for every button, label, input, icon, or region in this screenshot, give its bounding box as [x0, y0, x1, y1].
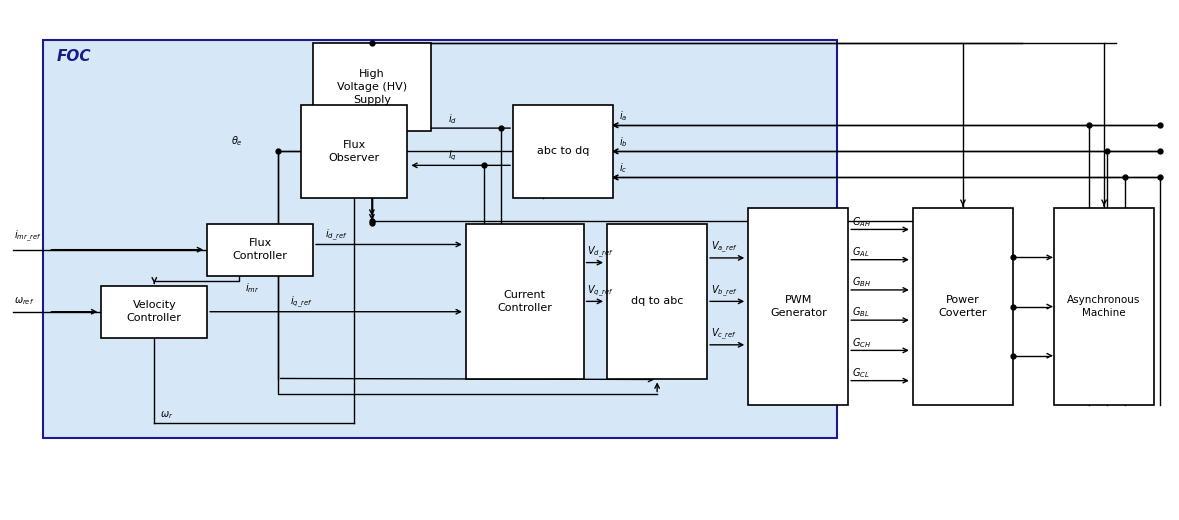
- FancyBboxPatch shape: [101, 286, 208, 337]
- Text: $i_c$: $i_c$: [619, 161, 627, 175]
- Text: FOC: FOC: [57, 49, 91, 64]
- FancyBboxPatch shape: [1054, 209, 1154, 405]
- FancyBboxPatch shape: [42, 40, 837, 438]
- Text: $G_{CH}$: $G_{CH}$: [851, 336, 871, 349]
- Text: Current
Controller: Current Controller: [498, 290, 552, 313]
- Text: $i_b$: $i_b$: [619, 135, 627, 149]
- Text: $i_a$: $i_a$: [619, 109, 627, 123]
- Text: $G_{BH}$: $G_{BH}$: [851, 275, 871, 289]
- Text: $i_q$: $i_q$: [448, 149, 457, 163]
- Text: Velocity
Controller: Velocity Controller: [127, 300, 182, 323]
- Text: $V_{a\_ref}$: $V_{a\_ref}$: [711, 240, 737, 255]
- Text: $G_{BL}$: $G_{BL}$: [851, 305, 869, 319]
- Text: abc to dq: abc to dq: [536, 147, 590, 157]
- Text: $i_{mr}$: $i_{mr}$: [245, 281, 259, 295]
- FancyBboxPatch shape: [749, 209, 848, 405]
- Text: $V_{c\_ref}$: $V_{c\_ref}$: [711, 327, 737, 342]
- Text: $G_{AH}$: $G_{AH}$: [851, 215, 871, 229]
- FancyBboxPatch shape: [607, 224, 707, 379]
- Text: $i_d$: $i_d$: [448, 112, 457, 126]
- Text: $G_{AL}$: $G_{AL}$: [851, 245, 869, 259]
- Text: PWM
Generator: PWM Generator: [770, 295, 826, 318]
- FancyBboxPatch shape: [513, 105, 613, 198]
- Text: $\omega_r$: $\omega_r$: [160, 409, 173, 421]
- Text: $i_{d\_ref}$: $i_{d\_ref}$: [325, 228, 348, 243]
- Text: $V_{q\_ref}$: $V_{q\_ref}$: [587, 283, 614, 298]
- FancyBboxPatch shape: [208, 224, 314, 276]
- Text: $\theta_e$: $\theta_e$: [231, 134, 243, 148]
- Text: $\omega_{ref}$: $\omega_{ref}$: [14, 295, 34, 307]
- Text: dq to abc: dq to abc: [631, 296, 684, 306]
- FancyBboxPatch shape: [466, 224, 584, 379]
- Text: $V_{d\_ref}$: $V_{d\_ref}$: [587, 244, 614, 260]
- Text: $i_{mr\_ref}$: $i_{mr\_ref}$: [14, 229, 42, 244]
- Text: Asynchronous
Machine: Asynchronous Machine: [1067, 295, 1141, 318]
- Text: Flux
Controller: Flux Controller: [232, 238, 288, 261]
- Text: High
Voltage (HV)
Supply: High Voltage (HV) Supply: [337, 69, 407, 105]
- Text: $V_{b\_ref}$: $V_{b\_ref}$: [711, 283, 737, 298]
- FancyBboxPatch shape: [314, 43, 430, 131]
- Text: $G_{CL}$: $G_{CL}$: [851, 366, 869, 380]
- Text: Power
Coverter: Power Coverter: [938, 295, 987, 318]
- FancyBboxPatch shape: [302, 105, 407, 198]
- FancyBboxPatch shape: [913, 209, 1013, 405]
- Text: Flux
Observer: Flux Observer: [329, 140, 380, 163]
- Text: $i_{q\_ref}$: $i_{q\_ref}$: [290, 295, 312, 310]
